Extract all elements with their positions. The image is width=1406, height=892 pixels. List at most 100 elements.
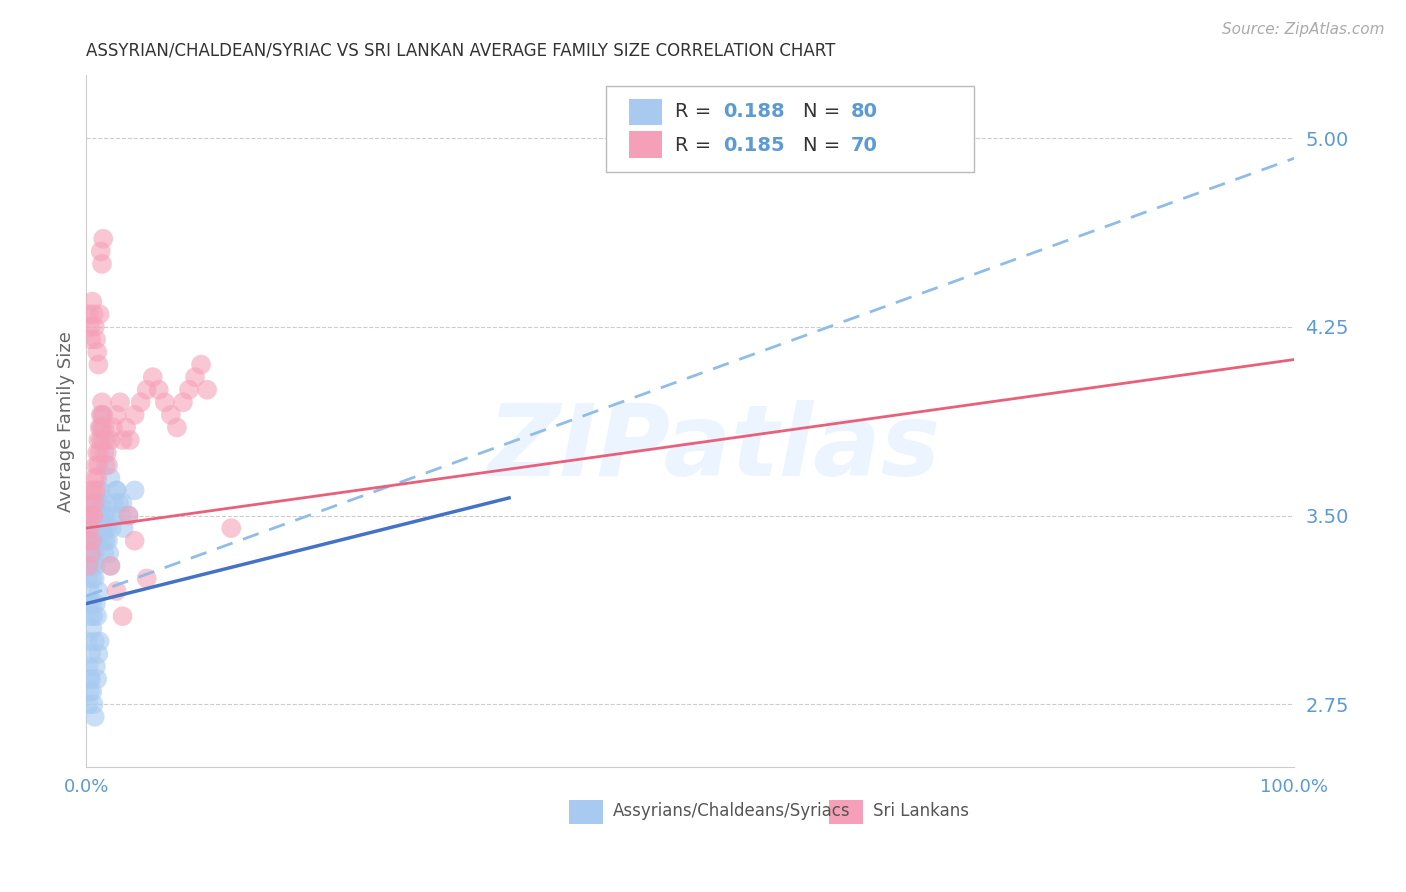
Point <box>77 597 100 611</box>
Point <box>79 483 101 498</box>
Point <box>86 609 108 624</box>
Point <box>82 684 104 698</box>
Text: N =: N = <box>803 103 846 121</box>
Point <box>89 420 111 434</box>
Point <box>135 571 157 585</box>
Point <box>84 659 107 673</box>
Point <box>87 458 110 473</box>
Point <box>80 647 103 661</box>
Point <box>110 508 132 523</box>
Point <box>86 496 108 510</box>
Point <box>82 546 104 560</box>
Point <box>93 445 115 459</box>
Point <box>91 533 114 548</box>
Point <box>79 521 101 535</box>
Point <box>83 634 105 648</box>
Text: 0.188: 0.188 <box>723 103 785 121</box>
Point <box>98 546 121 560</box>
Point <box>79 584 101 599</box>
Point <box>79 319 101 334</box>
Point <box>80 546 103 560</box>
Text: ASSYRIAN/CHALDEAN/SYRIAC VS SRI LANKAN AVERAGE FAMILY SIZE CORRELATION CHART: ASSYRIAN/CHALDEAN/SYRIAC VS SRI LANKAN A… <box>86 42 835 60</box>
Point <box>142 370 165 384</box>
Point <box>83 533 105 548</box>
Point <box>77 508 100 523</box>
Point <box>82 597 104 611</box>
Point <box>83 496 105 510</box>
Point <box>87 483 110 498</box>
Point <box>89 496 111 510</box>
Point <box>79 684 101 698</box>
Point <box>90 508 112 523</box>
Point <box>93 521 115 535</box>
Point <box>129 395 152 409</box>
Point <box>84 558 107 573</box>
Point <box>89 521 111 535</box>
Point <box>124 483 146 498</box>
Text: Source: ZipAtlas.com: Source: ZipAtlas.com <box>1222 22 1385 37</box>
Point <box>90 244 112 259</box>
Point <box>87 358 110 372</box>
Point <box>105 408 128 422</box>
Point <box>79 672 101 686</box>
Point <box>91 395 114 409</box>
Point <box>184 370 207 384</box>
Point <box>83 471 105 485</box>
Point <box>83 496 105 510</box>
Bar <box>628 131 662 158</box>
Point <box>82 571 104 585</box>
Point <box>172 395 194 409</box>
Point <box>96 521 118 535</box>
Point <box>177 383 200 397</box>
Point <box>80 672 103 686</box>
Point <box>77 558 100 573</box>
Point <box>87 508 110 523</box>
Point <box>83 609 105 624</box>
Point <box>166 420 188 434</box>
Point <box>100 521 122 535</box>
Point <box>83 521 105 535</box>
Point <box>91 420 114 434</box>
Point <box>90 483 112 498</box>
Point <box>94 508 117 523</box>
Point <box>89 634 111 648</box>
Point <box>86 521 108 535</box>
Text: N =: N = <box>803 136 846 154</box>
Point <box>105 483 128 498</box>
Point <box>86 345 108 359</box>
Point <box>91 433 114 447</box>
Point <box>79 533 101 548</box>
Point <box>79 546 101 560</box>
Point <box>108 395 131 409</box>
Point <box>91 496 114 510</box>
Point <box>83 558 105 573</box>
Point <box>111 496 134 510</box>
Point <box>190 358 212 372</box>
Point <box>91 521 114 535</box>
Point <box>83 698 105 712</box>
Point <box>91 232 114 246</box>
Point <box>77 558 100 573</box>
Point <box>84 483 107 498</box>
Point <box>87 533 110 548</box>
Point <box>76 571 98 585</box>
Point <box>77 659 100 673</box>
Point <box>86 471 108 485</box>
Text: 70: 70 <box>851 136 877 154</box>
Point <box>117 508 139 523</box>
FancyBboxPatch shape <box>606 86 974 172</box>
Point <box>84 597 107 611</box>
Point <box>90 420 112 434</box>
Point <box>97 458 120 473</box>
Point <box>91 257 114 271</box>
Point <box>111 433 134 447</box>
Point <box>84 508 107 523</box>
Point <box>76 533 98 548</box>
Point <box>153 395 176 409</box>
Point <box>80 332 103 346</box>
Point <box>82 294 104 309</box>
Point <box>108 496 131 510</box>
Point <box>91 508 114 523</box>
Point <box>111 609 134 624</box>
Point <box>100 558 122 573</box>
